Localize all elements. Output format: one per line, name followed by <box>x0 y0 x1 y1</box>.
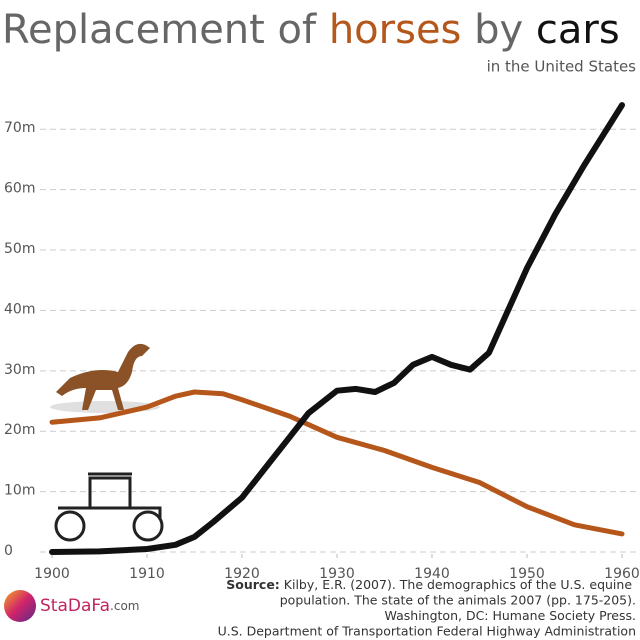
x-tick-label: 1930 <box>319 566 355 582</box>
y-tick-label: 30m <box>4 362 35 378</box>
x-tick-label: 1940 <box>414 566 450 582</box>
x-tick-label: 1960 <box>604 566 640 582</box>
source-line: population. The state of the animals 200… <box>280 592 636 607</box>
title-part: Replacement of <box>2 7 317 53</box>
subtitle: in the United States <box>487 58 637 76</box>
y-tick-label: 0 <box>4 543 13 559</box>
x-tick-label: 1950 <box>509 566 545 582</box>
source: Source: Kilby, E.R. (2007). The demograp… <box>218 577 636 639</box>
logo-icon <box>4 590 36 622</box>
title-part: horses <box>329 7 462 53</box>
source-line: U.S. Department of Transportation Federa… <box>218 623 636 638</box>
y-tick-label: 10m <box>4 483 35 499</box>
series-line <box>49 389 625 537</box>
y-tick-label: 70m <box>4 120 35 136</box>
source-line: Washington, DC: Humane Society Press. <box>385 608 636 623</box>
car-illustration <box>54 472 164 542</box>
series-line <box>49 102 625 555</box>
y-tick-label: 40m <box>4 301 35 317</box>
y-tick-label: 50m <box>4 241 35 257</box>
y-tick-label: 60m <box>4 181 35 197</box>
title-part: cars <box>536 7 620 53</box>
x-tick-label: 1910 <box>129 566 165 582</box>
source-line-first: Source: Kilby, E.R. (2007). The demograp… <box>226 577 632 592</box>
source-label: Source: <box>226 577 280 592</box>
x-tick-label: 1900 <box>34 566 70 582</box>
logo: StaDaFa.com <box>40 596 139 616</box>
logo-domain: .com <box>110 599 139 613</box>
title-part: by <box>474 7 523 53</box>
chart-title: Replacement of horses by cars <box>2 7 620 53</box>
logo-name: StaDaFa <box>40 596 110 616</box>
y-tick-label: 20m <box>4 422 35 438</box>
horse-illustration <box>50 343 160 413</box>
source-line: Kilby, E.R. (2007). The demographics of … <box>284 577 633 592</box>
x-tick-label: 1920 <box>224 566 260 582</box>
